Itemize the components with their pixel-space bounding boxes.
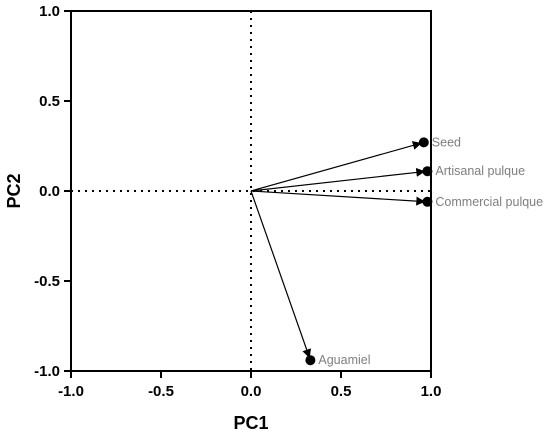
- point-label: Aguamiel: [318, 353, 370, 367]
- x-axis-title: PC1: [233, 413, 268, 433]
- loading-point: [305, 355, 316, 366]
- y-tick-label: 0.5: [39, 93, 60, 110]
- point-label: Seed: [432, 135, 461, 149]
- loading-arrow: [250, 167, 426, 192]
- y-axis-title: PC2: [4, 173, 24, 208]
- x-tick-label: -1.0: [58, 383, 84, 400]
- y-tick-label: -0.5: [34, 273, 60, 290]
- loading-arrow: [250, 190, 426, 206]
- point-label: Commercial pulque: [435, 195, 543, 209]
- x-tick-label: 0.5: [331, 383, 352, 400]
- loading-point: [422, 166, 433, 177]
- x-tick-label: 0.0: [241, 383, 262, 400]
- loading-arrow: [250, 141, 422, 192]
- point-label: Artisanal pulque: [435, 164, 525, 178]
- y-tick-label: -1.0: [34, 363, 60, 380]
- loading-point: [418, 137, 429, 148]
- x-tick-label: -0.5: [148, 383, 174, 400]
- loading-point: [422, 196, 433, 207]
- y-tick-label: 1.0: [39, 3, 60, 20]
- x-tick-label: 1.0: [421, 383, 442, 400]
- loading-arrow: [250, 190, 311, 359]
- y-tick-label: 0.0: [39, 183, 60, 200]
